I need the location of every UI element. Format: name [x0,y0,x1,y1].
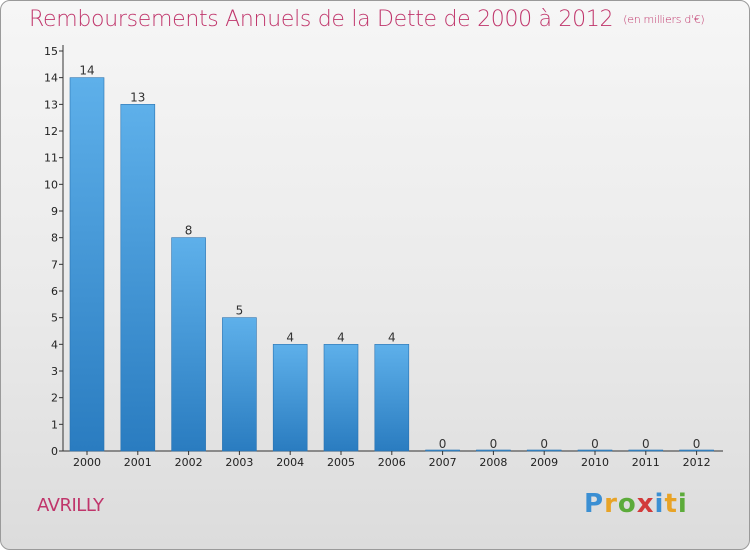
x-tick-label: 2000 [73,456,101,469]
x-tick-label: 2005 [327,456,355,469]
bar [222,317,257,452]
y-tick-label: 4 [51,338,58,351]
y-tick-label: 11 [44,152,58,165]
data-label: 14 [79,64,94,78]
y-tick-label: 8 [51,232,58,245]
logo-letter: i [654,489,665,519]
town-name: AVRILLY [37,495,104,516]
chart-title-text: Remboursements Annuels de la Dette de 20… [29,7,614,32]
y-tick-label: 13 [44,98,58,111]
data-label: 5 [236,304,244,318]
bar [374,344,410,452]
bar [171,237,206,452]
x-tick-label: 2006 [378,456,406,469]
x-tick-label: 2007 [429,456,457,469]
data-label: 4 [337,330,345,344]
x-tick-label: 2004 [276,456,304,469]
data-label: 0 [642,437,650,451]
data-label: 4 [286,330,294,344]
y-tick-label: 1 [51,418,58,431]
chart-title: Remboursements Annuels de la Dette de 20… [29,7,705,32]
x-tick-label: 2008 [479,456,507,469]
logo-letter: r [604,489,618,519]
y-tick-label: 15 [44,45,58,58]
data-label: 0 [490,437,498,451]
y-tick-label: 7 [51,258,58,271]
y-tick-label: 2 [51,392,58,405]
y-tick-label: 0 [51,445,58,458]
x-tick-label: 2011 [632,456,660,469]
x-tick-label: 2001 [124,456,152,469]
bar [272,344,308,452]
logo-letter: x [636,489,655,519]
x-tick-label: 2009 [530,456,558,469]
x-tick-label: 2002 [175,456,203,469]
data-label: 0 [693,437,701,451]
logo-letter: t [664,489,678,519]
data-label: 8 [185,224,193,238]
y-tick-label: 6 [51,285,58,298]
bar [69,77,105,452]
data-label: 0 [439,437,447,451]
bar [323,344,359,452]
data-label: 13 [130,90,145,104]
x-tick-label: 2010 [581,456,609,469]
bar [120,104,156,452]
data-label: 0 [591,437,599,451]
chart-subtitle: (en milliers d'€) [623,13,705,26]
x-tick-label: 2003 [225,456,253,469]
data-label: 4 [388,330,396,344]
y-tick-label: 5 [51,312,58,325]
y-tick-label: 10 [44,178,58,191]
data-label: 0 [540,437,548,451]
y-tick-label: 14 [44,72,58,85]
y-tick-label: 12 [44,125,58,138]
logo-letter: i [677,489,688,519]
logo-letter: P [584,489,605,519]
y-tick-label: 3 [51,365,58,378]
y-tick-label: 9 [51,205,58,218]
proxiti-logo: Proxiti [584,489,688,519]
x-tick-label: 2012 [683,456,711,469]
logo-letter: o [617,489,637,519]
